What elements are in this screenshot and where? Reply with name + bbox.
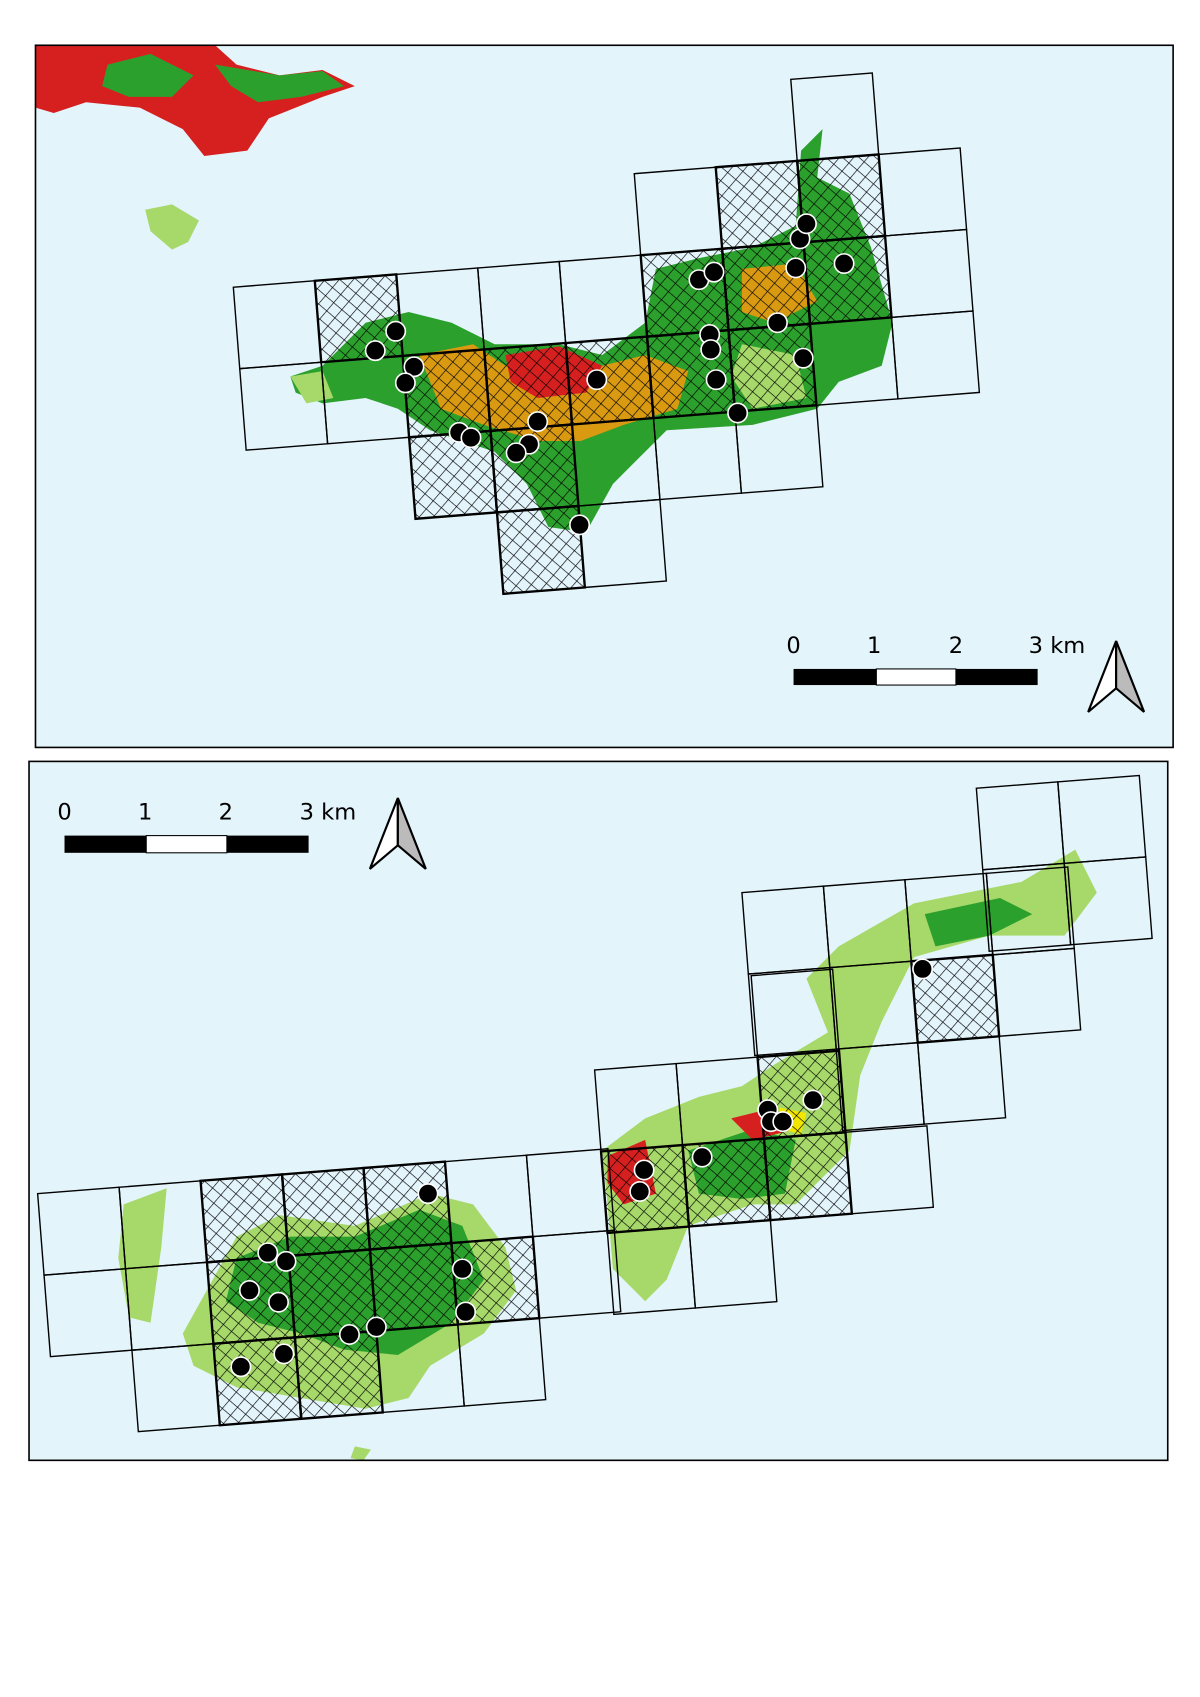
- grid-cell: [790, 72, 880, 162]
- grid-cell: [877, 147, 968, 237]
- scale-bar: 0 1 2 3 km: [786, 633, 1086, 686]
- frame: [28, 760, 1169, 1462]
- grid-cell: [1063, 856, 1153, 946]
- scale-label: 0: [786, 633, 800, 659]
- survey-grid: [975, 774, 1153, 952]
- sample-points: [364, 213, 855, 536]
- survey-grid: [593, 968, 935, 1316]
- grid-cell: [457, 1317, 547, 1407]
- hatched-cell: [287, 1248, 378, 1339]
- hatched-cell: [762, 1130, 854, 1222]
- grid-cell: [890, 310, 981, 400]
- hatched-cell: [313, 273, 404, 364]
- scale-label: 2: [219, 799, 233, 825]
- hatched-cell: [280, 1166, 372, 1258]
- north-arrow: [368, 797, 427, 870]
- hatched-cell: [362, 1160, 453, 1251]
- grid-cell: [916, 1035, 1007, 1125]
- scale-label: 1: [867, 633, 881, 659]
- hatched-cell: [407, 429, 499, 521]
- scale-label: 2: [949, 633, 963, 659]
- grid-cell: [688, 1219, 778, 1309]
- sample-points: [230, 958, 934, 1378]
- grid-cell: [734, 404, 824, 494]
- scale-label: 3 km: [300, 799, 357, 825]
- hatched-cell: [802, 234, 893, 326]
- north-arrow: [1087, 640, 1146, 713]
- grid-cell: [577, 498, 668, 589]
- hatched-cell: [564, 335, 655, 426]
- frame: [34, 44, 1174, 749]
- hatched-cell: [720, 241, 812, 332]
- scale-bar: 0 1 2 3 km: [57, 799, 357, 854]
- grid-cell: [532, 1229, 622, 1319]
- grid-cell: [992, 947, 1082, 1038]
- grid-cell: [844, 1125, 935, 1215]
- bottom-map: 0 1 2 3 km: [28, 760, 1169, 1462]
- top-map: 0 1 2 3 km: [34, 44, 1174, 749]
- survey-grid: [741, 866, 1082, 1132]
- grid-cell: [750, 968, 840, 1058]
- hatched-cell: [368, 1241, 460, 1333]
- scale-label: 3 km: [1029, 633, 1086, 659]
- scale-label: 0: [57, 799, 71, 825]
- hatched-cell: [293, 1329, 385, 1421]
- scale-label: 1: [138, 799, 152, 825]
